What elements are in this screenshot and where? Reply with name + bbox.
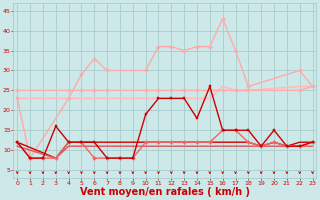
X-axis label: Vent moyen/en rafales ( km/h ): Vent moyen/en rafales ( km/h ) [80, 187, 250, 197]
